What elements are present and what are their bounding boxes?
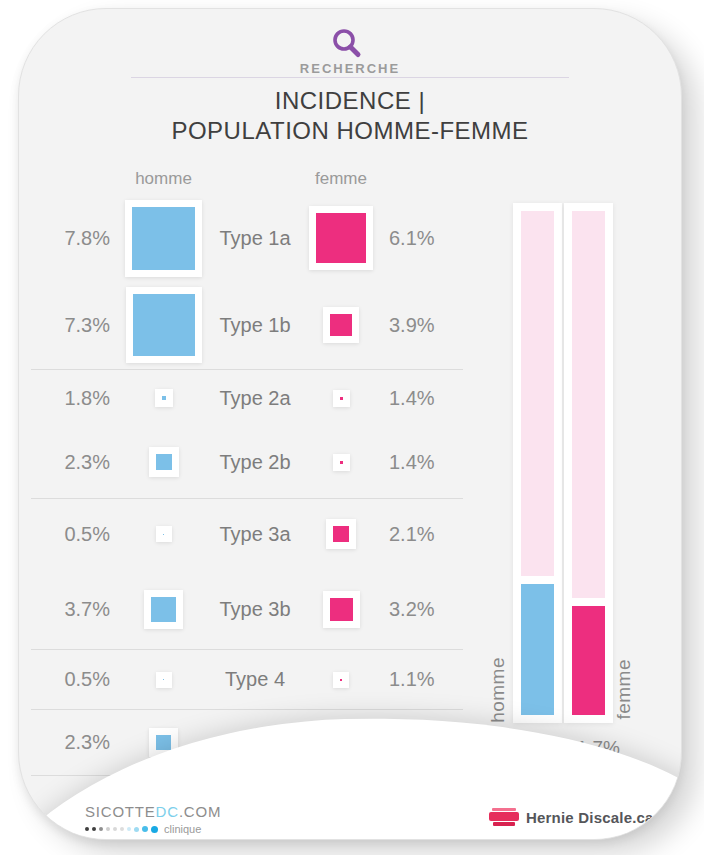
type-label: Type 3a [211,523,299,546]
sicotte-brand-part3: .COM [179,803,221,820]
homme-square [156,526,172,542]
table-row: 3.7% Type 3b 3.2% [31,569,463,649]
sicotte-logo: SICOTTEDC.COM clinique [85,803,221,835]
homme-square [149,447,179,477]
table-row: 7.3% Type 1b 3.9% [31,281,463,369]
sicotte-brand-part2: DC [156,803,179,820]
homme-percent-label: 7.8% [31,227,116,250]
infographic-card: RECHERCHE INCIDENCE | POPULATION HOMME-F… [18,8,682,840]
femme-bar-track [572,211,605,598]
femme-percent-label: 3.2% [383,598,463,621]
femme-square [323,307,359,343]
homme-percent-label: 3.7% [31,598,116,621]
femme-bar-fill [572,606,605,715]
femme-bar-label: femme [613,659,635,720]
type-label: Type 2b [211,451,299,474]
table-row: 1.8% Type 2a 1.4% [31,370,463,426]
page-title-line1: INCIDENCE | [19,86,681,116]
hernie-discale-label: Hernie Discale.ca [526,809,654,826]
femme-square-fill [340,679,342,681]
homme-bar-track [521,211,554,576]
femme-column-header: femme [299,169,383,195]
homme-percent-label: 0.5% [31,668,116,691]
incidence-table: homme femme 7.8% Type 1a 6.1% 7.3% Type … [31,169,463,776]
homme-square [125,200,202,277]
homme-square-fill [156,454,172,470]
homme-percent-label: 2.3% [31,731,116,754]
femme-square [333,672,349,688]
column-headers: homme femme [31,169,463,195]
header-divider [131,77,569,78]
homme-percent-label: 1.8% [31,387,116,410]
femme-percent-label: 6.1% [383,227,463,250]
femme-square-fill [340,397,343,400]
table-row: 0.5% Type 3a 2.1% [31,499,463,569]
femme-square-fill [330,598,353,621]
femme-percent-label: 1.1% [383,668,463,691]
femme-square-fill [333,526,349,542]
homme-bar-label: homme [487,657,509,723]
homme-percent-label: 2.3% [31,451,116,474]
homme-square-fill [163,679,164,680]
homme-percent-label: 7.3% [31,314,116,337]
sicotte-tagline: clinique [164,823,201,835]
search-icon [328,26,366,64]
femme-percent-label: 3.9% [383,314,463,337]
femme-square [323,591,360,628]
femme-square [333,454,350,471]
disc-stack-icon [489,808,519,826]
homme-bar-fill [521,584,554,715]
table-row: 2.3% Type 2b 1.4% [31,426,463,498]
homme-square [155,389,173,407]
femme-percent-label: 1.4% [383,387,463,410]
femme-percent-label: 2.1% [383,523,463,546]
homme-total-bar [513,203,562,723]
homme-percent-label: 0.5% [31,523,116,546]
femme-square-fill [330,314,352,336]
homme-square [156,672,172,688]
homme-square [126,287,202,363]
hernie-discale-logo: Hernie Discale.ca [489,808,654,826]
homme-square-fill [133,294,195,356]
femme-total-bar [564,203,613,723]
type-label: Type 4 [211,668,299,691]
femme-square [333,390,350,407]
clinique-dots-icon [85,826,158,833]
type-label: Type 1a [211,227,299,250]
table-row: 7.8% Type 1a 6.1% [31,195,463,281]
femme-percent-label: 1.4% [383,451,463,474]
type-label: Type 2a [211,387,299,410]
homme-square-fill [156,735,171,750]
sicotte-brand-text: SICOTTEDC.COM [85,803,221,820]
homme-square-fill [163,534,164,535]
femme-square-fill [316,213,366,263]
homme-square [144,590,183,629]
femme-square [309,206,373,270]
sicotte-brand-part1: SICOTTE [85,803,156,820]
page-title: INCIDENCE | POPULATION HOMME-FEMME [19,86,681,146]
table-row: 0.5% Type 4 1.1% [31,650,463,709]
femme-square-fill [340,461,343,464]
kicker-recherche: RECHERCHE [19,61,681,76]
page-title-line2: POPULATION HOMME-FEMME [19,116,681,146]
homme-column-header: homme [116,169,211,195]
homme-square-fill [151,597,176,622]
type-label: Type 1b [211,314,299,337]
homme-square-fill [162,396,166,400]
type-label: Type 3b [211,598,299,621]
homme-square-fill [132,207,195,270]
femme-square [326,519,356,549]
